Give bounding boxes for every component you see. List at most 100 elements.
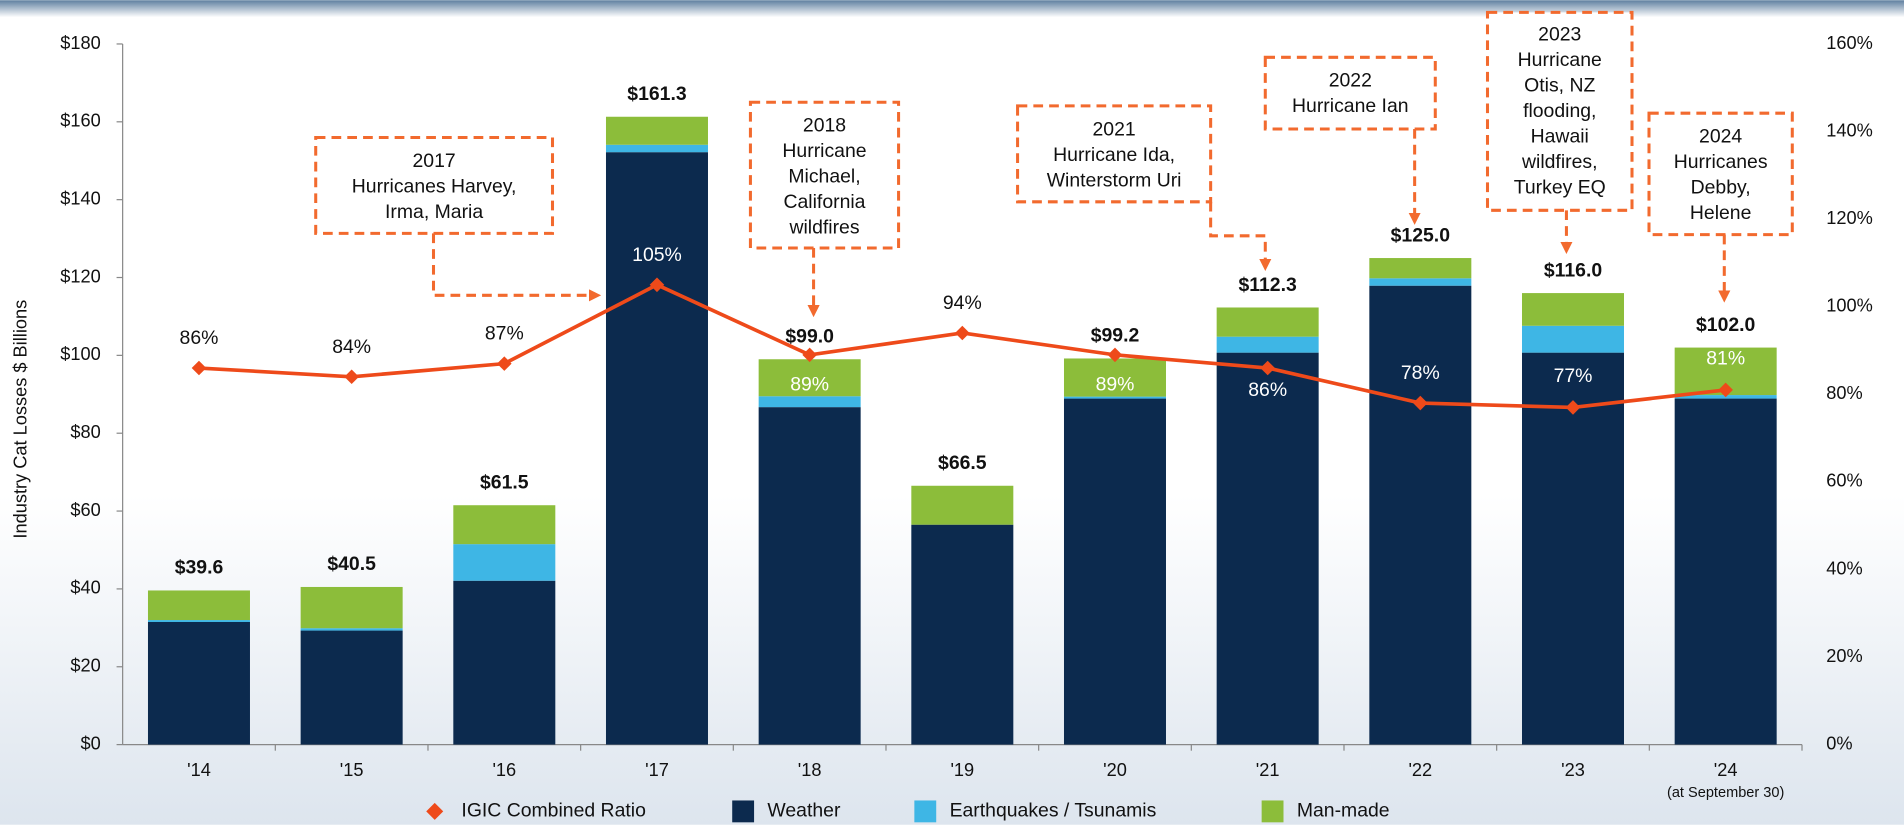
total-label: $112.3 [1239, 274, 1297, 296]
bar-segment [147, 620, 250, 622]
ratio-marker [955, 325, 970, 341]
y-tick-label: $20 [70, 656, 100, 676]
annotation-text: Hurricane [782, 140, 866, 162]
ratio-marker [802, 347, 817, 363]
x-tick-label: '22 [1408, 760, 1432, 780]
y2-tick-label: 80% [1826, 383, 1862, 403]
annotation-box [1016, 104, 1213, 204]
category-note: (at September 30) [1667, 785, 1784, 801]
annotation-text: Helene [1690, 202, 1752, 224]
ratio-label: 89% [790, 373, 829, 395]
annotation-text: 2022 [1329, 70, 1372, 92]
annotation-text: Michael, [788, 166, 860, 188]
legend-label: Man-made [1297, 800, 1390, 822]
y2-tick-label: 100% [1826, 296, 1873, 316]
bar-segment [1521, 293, 1624, 326]
y-tick-label: $180 [60, 33, 101, 53]
y2-tick-label: 120% [1826, 208, 1873, 228]
ratio-marker [191, 360, 207, 376]
total-label: $161.3 [627, 83, 687, 105]
ratio-marker [497, 356, 512, 371]
y2-tick-label: 20% [1826, 646, 1862, 666]
x-tick-label: '15 [340, 760, 364, 780]
annotation-text: Hurricanes [1674, 151, 1768, 173]
annotation-text: 2024 [1699, 126, 1742, 148]
legend-swatch [1261, 800, 1284, 823]
bar-segment [1674, 398, 1777, 745]
ratio-label: 89% [1096, 373, 1135, 395]
x-tick-label: '16 [492, 760, 516, 780]
bar-segment [300, 630, 403, 745]
legend-marker [426, 802, 444, 820]
ratio-label: 84% [332, 336, 371, 358]
y-tick-label: $0 [81, 733, 101, 753]
y2-tick-label: 40% [1826, 558, 1862, 578]
annotation-text: wildfires, [1521, 151, 1597, 173]
bar-segment [300, 586, 403, 629]
annotation-arrow [1209, 201, 1272, 272]
ratio-label: 86% [180, 327, 219, 349]
bar-segment [300, 628, 403, 631]
y2-tick-label: 160% [1826, 33, 1873, 53]
annotation-text: Hurricane Ian [1292, 95, 1408, 117]
bar-segment [1369, 258, 1472, 279]
ratio-marker [1413, 395, 1428, 411]
annotation-text: 2017 [413, 150, 456, 172]
bar-segment [1521, 325, 1624, 353]
bar-segment [453, 544, 556, 581]
x-tick-label: '24 [1714, 760, 1738, 780]
annotation-text: Hawaii [1531, 126, 1589, 148]
annotation-box [1647, 111, 1794, 237]
bar-segment [147, 590, 250, 621]
x-tick-label: '18 [798, 760, 822, 780]
bar-segment [147, 621, 250, 745]
x-tick-label: '17 [645, 760, 669, 780]
bar-segment [1063, 358, 1166, 397]
bar-segment [1369, 278, 1472, 286]
legend-label: Weather [767, 800, 841, 822]
y-tick-label: $140 [60, 188, 101, 208]
x-tick-label: '23 [1561, 760, 1585, 780]
y-axis-label: Industry Cat Losses $ Billions [11, 300, 31, 539]
ratio-label: 87% [485, 323, 524, 345]
y-tick-label: $60 [70, 500, 100, 520]
legend-swatch [732, 800, 755, 823]
annotation-text: Hurricane [1518, 49, 1602, 71]
bar-segment [1216, 307, 1319, 337]
total-label: $102.0 [1696, 314, 1755, 336]
total-label: $40.5 [327, 553, 376, 575]
bar-segment [453, 580, 556, 745]
y2-tick-label: 140% [1826, 120, 1873, 140]
annotation-text: Turkey EQ [1514, 177, 1606, 199]
annotation-text: Debby, [1691, 177, 1751, 199]
bar-segment [1063, 396, 1166, 399]
x-tick-label: '21 [1256, 760, 1280, 780]
total-label: $39.6 [175, 557, 224, 579]
total-label: $116.0 [1544, 259, 1602, 281]
legend-label: IGIC Combined Ratio [461, 800, 645, 822]
total-label: $61.5 [480, 471, 529, 493]
annotation-box [1485, 10, 1634, 212]
bar-segment [605, 116, 708, 145]
annotation-text: 2018 [803, 115, 846, 137]
total-label: $99.0 [785, 326, 834, 348]
annotation-text: Hurricane Ida, [1053, 144, 1175, 166]
ratio-label: 77% [1554, 365, 1593, 387]
bar-segment [605, 144, 708, 153]
annotation-box [314, 135, 555, 235]
annotation-text: Winterstorm Uri [1047, 169, 1182, 191]
annotation-box [1263, 55, 1437, 131]
bar-segment [758, 359, 861, 397]
ratio-marker [1107, 347, 1123, 363]
bar-segment [453, 505, 556, 545]
legend-swatch [914, 800, 937, 823]
annotation-text: flooding, [1523, 100, 1596, 122]
ratio-marker [1718, 382, 1733, 398]
total-label: $125.0 [1391, 224, 1450, 246]
bar-segment [1063, 398, 1166, 745]
bar-segment [758, 396, 861, 408]
y-tick-label: $160 [60, 111, 101, 131]
y-tick-label: $80 [70, 422, 100, 442]
y-tick-label: $120 [60, 266, 101, 286]
